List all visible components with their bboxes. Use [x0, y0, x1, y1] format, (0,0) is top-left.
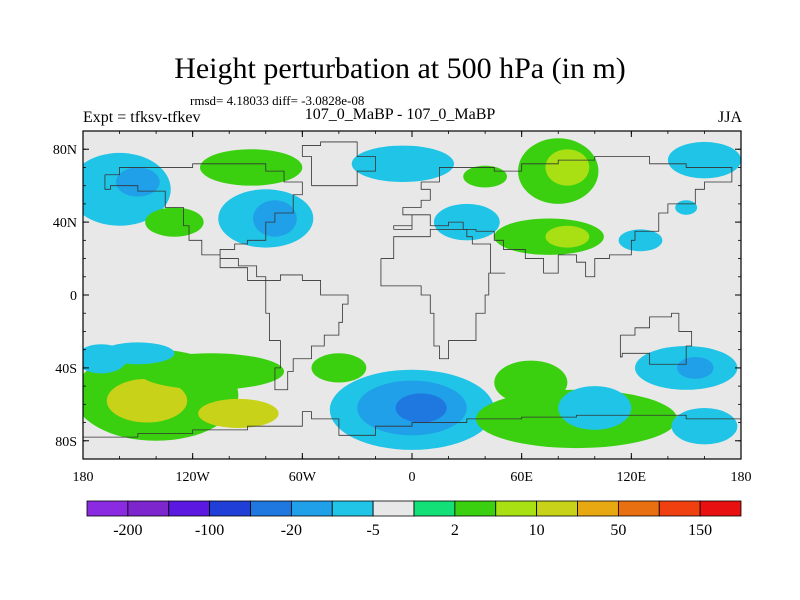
coastline	[393, 156, 733, 278]
lon-tick-label: 180	[731, 470, 752, 485]
contour-region	[671, 407, 738, 445]
contour-region	[545, 225, 590, 248]
lon-tick-label: 180	[73, 470, 94, 485]
contour-region	[618, 229, 663, 252]
contour-region	[351, 145, 455, 183]
experiment-label: Expt = tfksv-tfkev	[83, 109, 201, 126]
colorbar: -200 -100 -20 -5 2 10 50 150	[86, 500, 742, 539]
stats-label: rmsd= 4.18033 diff= -3.0828e-08	[190, 93, 365, 108]
colorbar-label: -20	[281, 522, 302, 539]
colorbar-swatch	[536, 500, 578, 517]
colorbar-label: 2	[451, 522, 459, 539]
colorbar-label: -200	[113, 522, 142, 539]
colorbar-swatch	[331, 500, 374, 517]
coastline	[104, 163, 303, 281]
case-label: 107_0_MaBP - 107_0_MaBP	[304, 106, 496, 123]
lat-tick-label: 40N	[53, 216, 77, 231]
contour-region	[115, 167, 160, 197]
contour-region	[558, 386, 632, 430]
lon-tick-label: 0	[409, 470, 416, 485]
contour-region	[395, 393, 447, 423]
lon-tick-label: 60W	[289, 470, 317, 485]
continent-outlines	[83, 141, 741, 438]
contour-region	[198, 398, 279, 429]
coastline	[619, 312, 693, 365]
contour-region	[145, 207, 204, 237]
lon-tick-label: 120E	[617, 470, 647, 485]
colorbar-swatch	[495, 500, 538, 517]
coastline	[265, 274, 349, 391]
lat-tick-label: 0	[70, 289, 77, 304]
contour-region	[137, 353, 285, 390]
contour-region	[677, 356, 714, 379]
colorbar-swatch	[250, 500, 292, 517]
contour-region	[106, 378, 188, 423]
colorbar-label: 10	[529, 522, 545, 539]
colorbar-swatch	[617, 500, 660, 517]
contour-region	[199, 149, 303, 186]
colorbar-swatch	[372, 500, 415, 517]
lat-tick-label: 80N	[53, 143, 77, 158]
lat-tick-label: 80S	[55, 435, 77, 450]
colorbar-label: 50	[610, 522, 626, 539]
contour-region	[311, 353, 367, 383]
lon-tick-label: 120W	[176, 470, 211, 485]
coastline	[301, 141, 376, 187]
contour-region	[675, 200, 698, 215]
colorbar-label: 150	[688, 522, 712, 539]
colorbar-swatch	[127, 500, 170, 517]
contour-region	[667, 141, 741, 179]
map-plot	[82, 130, 742, 460]
colorbar-swatch	[577, 500, 619, 517]
map-axes: 80N 40N 0 40S 80S 180 120W 60W 0 60E 120E 180	[53, 131, 752, 485]
colorbar-swatch	[658, 500, 701, 517]
colorbar-swatch	[168, 500, 211, 517]
contour-fields	[83, 138, 741, 450]
contour-region	[463, 165, 508, 188]
lat-tick-label: 40S	[55, 362, 77, 377]
colorbar-label: -100	[195, 522, 224, 539]
contour-region	[545, 149, 590, 186]
colorbar-swatch	[86, 500, 129, 517]
contour-region	[101, 342, 175, 365]
colorbar-swatch	[454, 500, 497, 517]
season-label: JJA	[717, 109, 742, 126]
colorbar-swatch	[209, 500, 251, 517]
colorbar-label: -5	[366, 522, 379, 539]
chart-title: Height perturbation at 500 hPa (in m)	[174, 52, 626, 85]
colorbar-swatch	[290, 500, 333, 517]
colorbar-swatch	[413, 500, 456, 517]
coastline	[380, 229, 506, 360]
coastline	[83, 411, 741, 438]
colorbar-swatch	[699, 500, 742, 517]
lon-tick-label: 60E	[510, 470, 533, 485]
